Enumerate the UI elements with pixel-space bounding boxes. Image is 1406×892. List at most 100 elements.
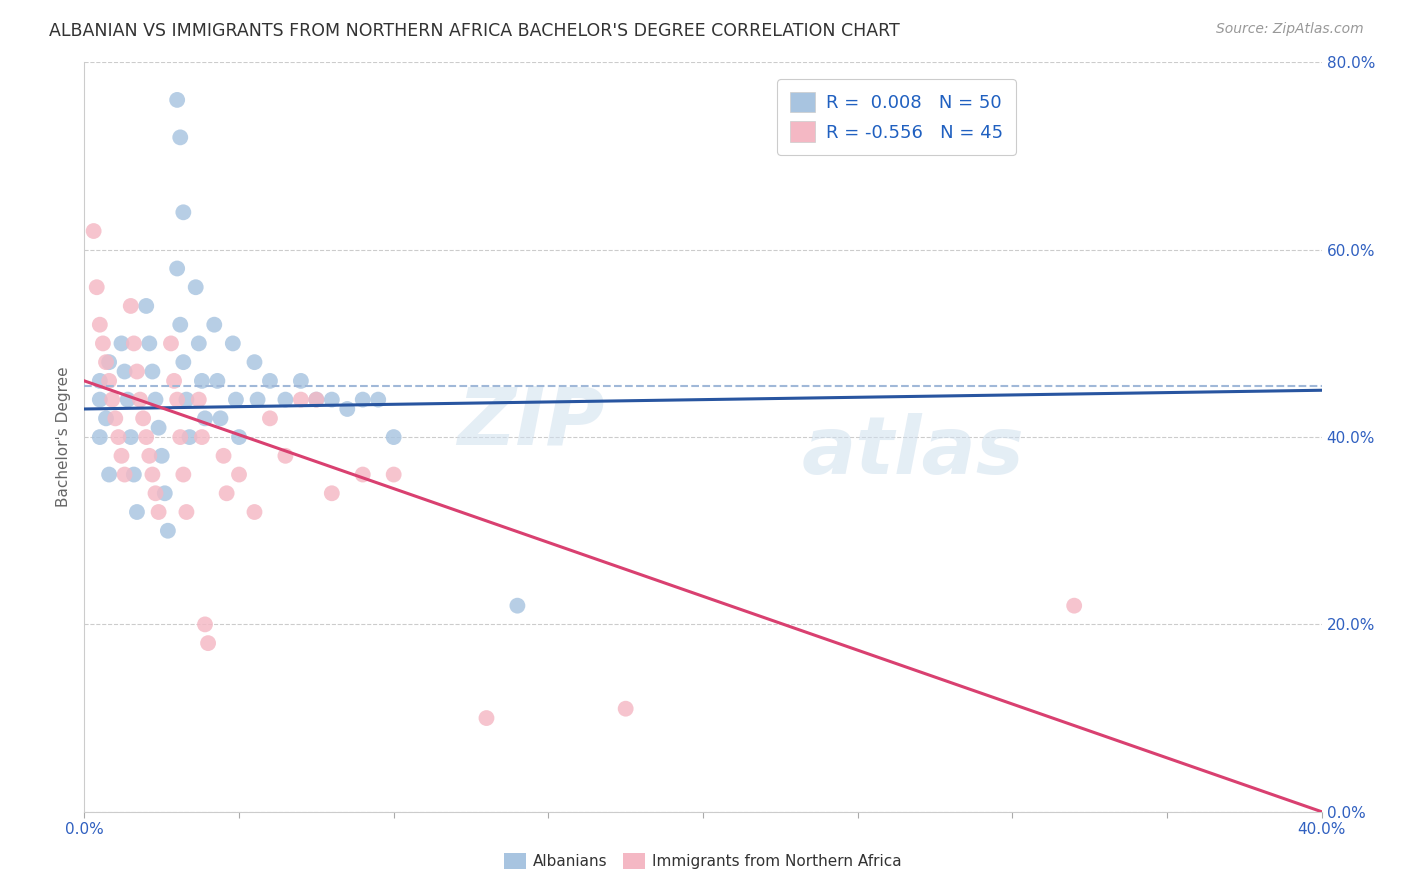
Point [138,336,160,351]
Point [187,336,209,351]
Point [382,467,405,482]
Point [135,430,157,444]
Point [148,421,170,435]
Point [156,524,179,538]
Point [274,392,297,407]
Point [94,411,117,425]
Point [172,355,194,369]
Point [259,411,281,425]
Point [259,374,281,388]
Point [222,336,245,351]
Point [166,93,188,107]
Point [305,392,328,407]
Point [1063,599,1085,613]
Point [176,505,198,519]
Point [110,449,132,463]
Y-axis label: Bachelor's Degree: Bachelor's Degree [56,367,72,508]
Point [506,599,529,613]
Point [191,374,214,388]
Legend: Albanians, Immigrants from Northern Africa: Albanians, Immigrants from Northern Afri… [498,847,908,875]
Point [176,392,198,407]
Point [107,430,129,444]
Point [98,467,121,482]
Point [367,392,389,407]
Point [98,374,121,388]
Point [135,299,157,313]
Point [352,392,374,407]
Point [321,486,343,500]
Point [129,392,152,407]
Point [191,430,214,444]
Point [179,430,201,444]
Point [225,392,247,407]
Point [122,467,145,482]
Point [274,449,297,463]
Text: ZIP: ZIP [457,383,605,461]
Point [382,430,405,444]
Point [98,355,121,369]
Point [163,374,186,388]
Point [209,411,232,425]
Point [166,261,188,276]
Point [110,336,132,351]
Point [91,336,114,351]
Point [145,392,167,407]
Point [614,701,637,715]
Point [290,392,312,407]
Point [246,392,269,407]
Point [207,374,229,388]
Point [336,401,359,416]
Text: atlas: atlas [801,413,1025,491]
Point [86,280,108,294]
Point [172,467,194,482]
Point [117,392,139,407]
Point [305,392,328,407]
Point [169,318,191,332]
Point [89,374,111,388]
Point [83,224,105,238]
Point [114,365,136,379]
Point [184,280,207,294]
Point [122,336,145,351]
Point [243,505,266,519]
Point [169,130,191,145]
Point [104,411,127,425]
Point [89,392,111,407]
Point [352,467,374,482]
Point [194,617,217,632]
Point [215,486,238,500]
Point [475,711,498,725]
Point [160,336,183,351]
Point [290,374,312,388]
Text: ALBANIAN VS IMMIGRANTS FROM NORTHERN AFRICA BACHELOR'S DEGREE CORRELATION CHART: ALBANIAN VS IMMIGRANTS FROM NORTHERN AFR… [49,22,900,40]
Point [228,467,250,482]
Point [89,430,111,444]
Point [197,636,219,650]
Point [125,505,148,519]
Point [169,430,191,444]
Point [321,392,343,407]
Point [120,430,142,444]
Point [228,430,250,444]
Point [172,205,194,219]
Point [125,365,148,379]
Point [145,486,167,500]
Point [187,392,209,407]
Point [243,355,266,369]
Point [101,392,124,407]
Point [94,355,117,369]
Text: Source: ZipAtlas.com: Source: ZipAtlas.com [1216,22,1364,37]
Point [132,411,155,425]
Point [194,411,217,425]
Point [114,467,136,482]
Point [120,299,142,313]
Point [141,365,163,379]
Legend: R =  0.008   N = 50, R = -0.556   N = 45: R = 0.008 N = 50, R = -0.556 N = 45 [778,79,1015,155]
Point [138,449,160,463]
Point [141,467,163,482]
Point [148,505,170,519]
Point [212,449,235,463]
Point [150,449,173,463]
Point [166,392,188,407]
Point [153,486,176,500]
